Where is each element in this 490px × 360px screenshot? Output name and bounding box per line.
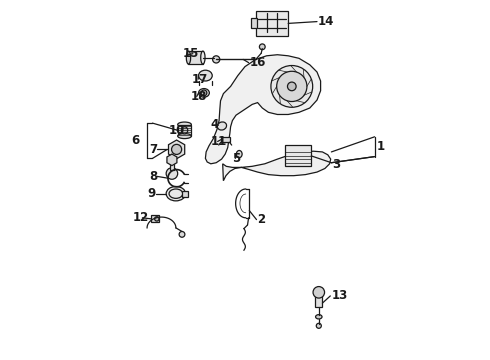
Text: 8: 8 [149, 170, 157, 183]
Text: 5: 5 [232, 152, 240, 165]
Text: 13: 13 [331, 289, 347, 302]
Text: 15: 15 [183, 47, 199, 60]
Text: 1: 1 [376, 140, 385, 153]
Polygon shape [167, 154, 177, 166]
Polygon shape [222, 151, 331, 181]
Bar [151, 215, 159, 222]
Polygon shape [205, 55, 320, 164]
Text: 7: 7 [149, 143, 157, 156]
Text: 9: 9 [147, 187, 156, 200]
Circle shape [213, 56, 220, 63]
Bar [315, 292, 322, 307]
Ellipse shape [178, 122, 192, 127]
Circle shape [201, 90, 207, 96]
Ellipse shape [166, 186, 186, 201]
Ellipse shape [316, 315, 322, 319]
Text: 11: 11 [210, 135, 227, 148]
Bar [256, 11, 288, 36]
Text: 12: 12 [133, 211, 149, 224]
Circle shape [179, 231, 185, 237]
Ellipse shape [236, 150, 242, 158]
Text: 16: 16 [250, 56, 266, 69]
Circle shape [271, 66, 313, 107]
Text: 14: 14 [318, 15, 335, 28]
Ellipse shape [186, 51, 191, 64]
Text: 17: 17 [192, 73, 208, 86]
Circle shape [316, 323, 321, 328]
Text: 4: 4 [210, 118, 219, 131]
Circle shape [166, 168, 178, 179]
Ellipse shape [181, 127, 188, 134]
Text: 10: 10 [169, 124, 185, 137]
Bar [178, 125, 192, 136]
Text: 3: 3 [333, 158, 341, 171]
Circle shape [313, 287, 324, 298]
Text: 6: 6 [132, 134, 140, 147]
Ellipse shape [198, 70, 212, 81]
Bar [251, 18, 257, 28]
Text: 18: 18 [190, 90, 207, 103]
Ellipse shape [218, 122, 226, 130]
Circle shape [277, 71, 307, 102]
Bar [285, 145, 311, 166]
Ellipse shape [178, 134, 192, 139]
Text: 2: 2 [258, 213, 266, 226]
Bar [221, 137, 229, 142]
Ellipse shape [198, 89, 209, 97]
Ellipse shape [201, 51, 205, 64]
Bar [182, 191, 188, 197]
Circle shape [259, 44, 265, 50]
Bar [170, 161, 174, 170]
Circle shape [288, 82, 296, 91]
Circle shape [155, 217, 159, 221]
Bar [189, 51, 203, 64]
Circle shape [172, 144, 182, 154]
Polygon shape [169, 140, 185, 159]
